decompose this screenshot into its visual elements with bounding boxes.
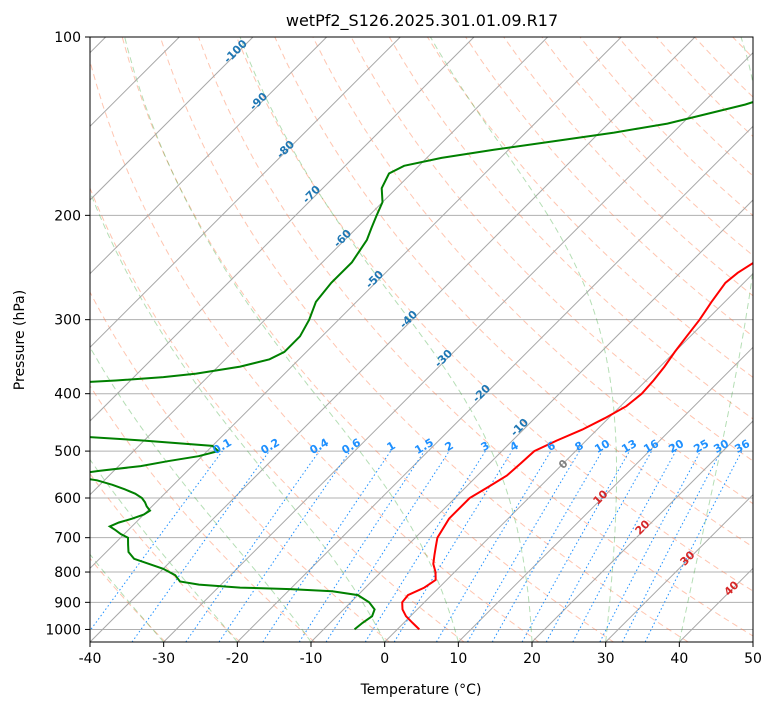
chart-title: wetPf2_S126.2025.301.01.09.R17 [286,11,558,31]
dry-adiabat [90,59,540,642]
moist-adiabat [429,37,617,642]
isotherm [457,346,753,642]
dry-adiabat [274,37,753,548]
dry-adiabat [236,37,753,592]
isotherm [531,420,753,642]
dry-adiabat [312,37,753,505]
mixing-ratio-line [262,450,392,642]
mixing-ratio-line [90,450,223,632]
x-tick-label: 30 [597,651,615,667]
x-tick-label: -20 [226,651,249,667]
moist-adiabat [678,37,753,642]
y-tick-label: 100 [54,30,81,46]
moist-adiabat [90,553,165,642]
x-tick-label: 50 [744,651,762,667]
x-tick-label: 20 [523,651,541,667]
x-tick-label: -40 [79,651,102,667]
y-tick-label: 300 [54,313,81,329]
y-tick-label: 400 [54,387,81,403]
isotherm [90,37,622,570]
mixing-ratio-line [218,450,351,642]
dry-adiabat [90,472,241,642]
dry-adiabat [465,37,753,338]
isotherm [310,199,753,642]
mixing-ratio-line [572,450,677,642]
isotherm [90,37,696,642]
moist-adiabat [90,458,238,642]
pressure-gridlines [90,37,753,630]
y-axis-label: Pressure (hPa) [12,290,28,390]
mixing-ratio-lines [90,450,743,642]
dry-adiabat [90,186,465,642]
isotherm [90,37,254,201]
mixing-ratio-line [325,450,450,642]
temperature-profile [401,261,753,631]
moist-adiabat [239,37,533,642]
dry-adiabat [90,384,316,642]
y-tick-label: 700 [54,531,81,547]
x-axis-label: Temperature (°C) [360,682,482,698]
y-tick-label: 900 [54,595,81,611]
y-tick-label: 800 [54,565,81,581]
x-tick-label: -30 [152,651,175,667]
dry-adiabat [426,37,753,378]
mixing-ratio-line [521,450,630,642]
dry-adiabat [503,37,753,297]
y-tick-label: 500 [54,444,81,460]
y-tick-label: 1000 [45,622,81,638]
isotherm [90,37,401,349]
isotherm [90,37,328,275]
dry-adiabat [350,37,753,462]
profile-series [90,101,753,631]
x-tick-label: -10 [300,651,323,667]
x-tick-label: 40 [670,651,688,667]
mixing-ratio-line [545,450,653,642]
x-tick-label: 10 [449,651,467,667]
moist-adiabats [90,37,753,642]
y-tick-label: 600 [54,491,81,507]
isotherm [90,37,549,496]
mixing-ratio-line [185,450,320,642]
isotherm [384,272,753,642]
y-axis: 1000 900 800 700 600 500 400 300 200 100 [45,30,90,638]
dewpoint-profile [90,101,753,631]
moist-adiabat [124,37,459,642]
x-tick-label: 0 [380,651,389,667]
x-axis: -40 -30 -20 -10 0 10 20 30 40 50 [79,642,762,667]
mixing-ratio-line [131,450,270,642]
dry-adiabat [90,291,390,642]
isotherm [163,51,753,642]
mixing-ratio-line [393,450,513,642]
mixing-ratio-line [644,450,743,642]
isotherm [90,37,475,422]
isotherm [605,493,753,642]
moist-adiabat [90,190,386,642]
dry-adiabat [159,37,689,642]
mixing-ratio-line [298,450,425,642]
dry-adiabat [388,37,753,420]
plot-frame [89,36,754,643]
isotherm [236,125,753,642]
y-tick-label: 200 [54,208,81,224]
dry-adiabat [121,37,614,642]
skewed-isotherms [90,37,753,642]
